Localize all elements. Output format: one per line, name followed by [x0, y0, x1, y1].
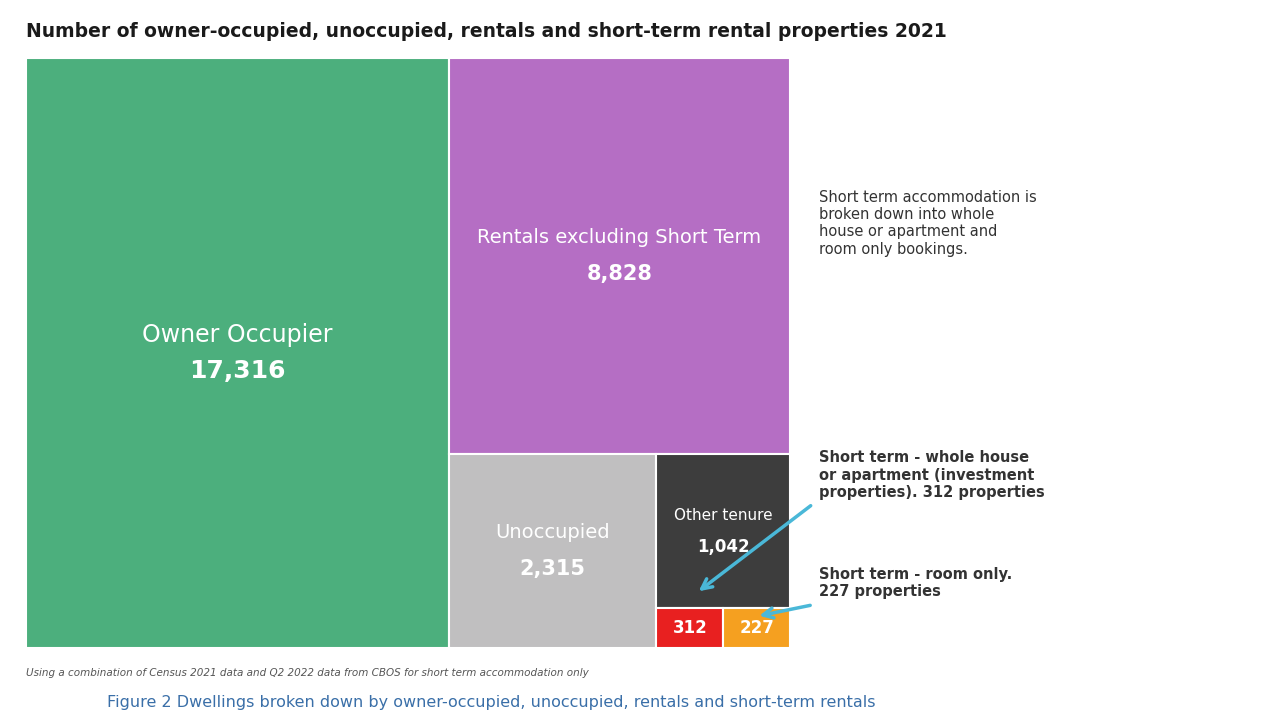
Text: Owner Occupier: Owner Occupier [142, 323, 333, 347]
Text: 2,315: 2,315 [520, 559, 586, 579]
Text: Short term accommodation is
broken down into whole
house or apartment and
room o: Short term accommodation is broken down … [819, 189, 1037, 257]
Text: Unoccupied: Unoccupied [495, 523, 611, 542]
Text: 8,828: 8,828 [586, 264, 653, 284]
Text: Figure 2 Dwellings broken down by owner-occupied, unoccupied, rentals and short-: Figure 2 Dwellings broken down by owner-… [106, 695, 876, 709]
Text: 312: 312 [672, 619, 707, 637]
Bar [657, 454, 790, 608]
Bar [723, 608, 790, 648]
Text: Short term - whole house
or apartment (investment
properties). 312 properties: Short term - whole house or apartment (i… [819, 450, 1044, 500]
Text: Rentals excluding Short Term: Rentals excluding Short Term [477, 228, 762, 247]
Text: Using a combination of Census 2021 data and Q2 2022 data from CBOS for short ter: Using a combination of Census 2021 data … [27, 668, 589, 678]
Bar [449, 58, 790, 454]
Text: Number of owner-occupied, unoccupied, rentals and short-term rental properties 2: Number of owner-occupied, unoccupied, re… [27, 22, 947, 40]
Text: Other tenure: Other tenure [673, 508, 773, 523]
Bar [657, 608, 723, 648]
Bar [27, 58, 449, 648]
Text: 227: 227 [739, 619, 774, 637]
Text: Short term - room only.
227 properties: Short term - room only. 227 properties [819, 567, 1012, 599]
Text: 17,316: 17,316 [189, 359, 285, 383]
Text: 1,042: 1,042 [696, 538, 750, 556]
Bar [449, 454, 657, 648]
